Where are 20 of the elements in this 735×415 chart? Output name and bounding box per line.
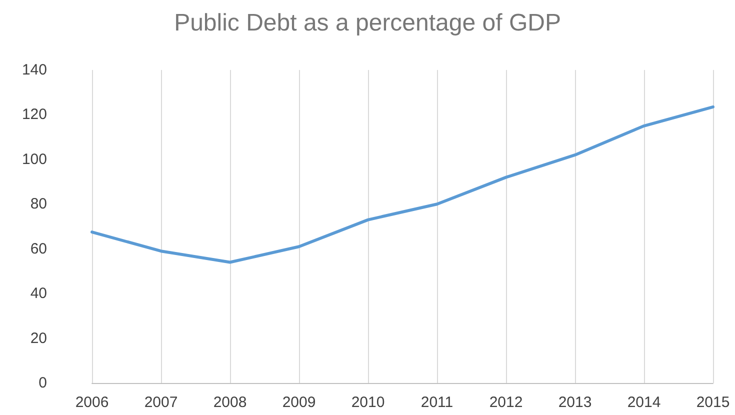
y-tick-label: 100 [22, 150, 47, 168]
line-series [90, 105, 714, 264]
x-tick-label: 2011 [420, 394, 454, 411]
y-tick-label: 120 [22, 106, 47, 124]
x-tick-label: 2008 [213, 394, 247, 411]
x-tick-label: 2012 [489, 394, 523, 411]
x-tick-label: 2006 [75, 394, 109, 411]
y-tick-label: 60 [30, 240, 47, 258]
y-tick-label: 20 [30, 330, 47, 347]
x-tick-label: 2007 [144, 394, 178, 411]
x-tick-label: 2009 [282, 394, 316, 411]
y-tick-label: 40 [30, 285, 47, 302]
x-tick-label: 2015 [696, 394, 730, 411]
x-tick-label: 2014 [627, 394, 661, 411]
x-tick-label: 2010 [351, 394, 385, 411]
x-tick-label: 2013 [558, 394, 592, 411]
y-tick-label: 0 [38, 374, 47, 392]
y-tick-label: 140 [22, 62, 47, 78]
y-tick-label: 80 [30, 196, 47, 213]
chart-title: Public Debt as a percentage of GDP [174, 10, 561, 36]
